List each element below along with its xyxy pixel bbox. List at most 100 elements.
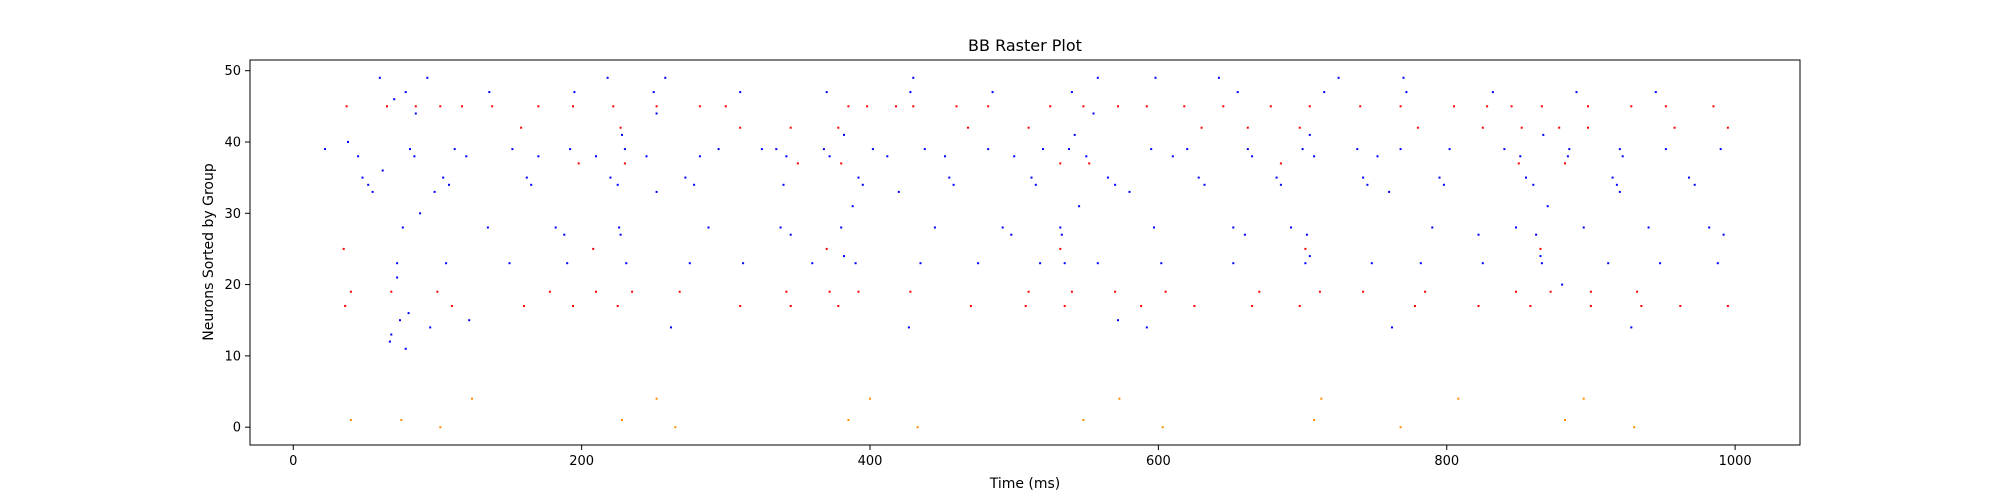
spike-point [717, 148, 720, 151]
spike-point [1070, 290, 1073, 293]
x-tick-label: 600 [1146, 454, 1171, 469]
spike-point [857, 176, 860, 179]
spike-point [625, 262, 628, 265]
spike-point [742, 262, 745, 265]
spike-point [1013, 155, 1016, 158]
spike-point [345, 105, 348, 108]
spike-point [1540, 262, 1543, 265]
spike-point [1431, 226, 1434, 229]
spike-point [1388, 190, 1391, 193]
spike-point [1481, 262, 1484, 265]
spike-point [785, 290, 788, 293]
spike-point [1589, 290, 1592, 293]
spike-point [707, 226, 710, 229]
spike-point [1558, 126, 1561, 129]
spike-point [822, 148, 825, 151]
spike-point [1633, 426, 1636, 429]
spike-point [1399, 105, 1402, 108]
spike-point [1222, 105, 1225, 108]
spike-point [409, 148, 411, 151]
spike-point [1034, 183, 1037, 186]
spike-point [1161, 426, 1164, 429]
spike-point [796, 162, 799, 165]
spike-point [1313, 155, 1316, 158]
spike-point [468, 319, 471, 322]
spike-point [1607, 262, 1610, 265]
spike-point [871, 148, 874, 151]
spike-point [390, 290, 393, 293]
spike-point [1549, 290, 1552, 293]
spike-point [1712, 105, 1715, 108]
spike-point [1088, 162, 1091, 165]
spike-point [1673, 126, 1676, 129]
spike-point [1251, 155, 1254, 158]
spike-point [1114, 290, 1117, 293]
spike-point [1059, 226, 1062, 229]
spike-point [1068, 148, 1070, 151]
spike-point [843, 255, 845, 258]
spike-point [739, 126, 742, 129]
x-tick-label: 0 [289, 454, 297, 469]
y-tick-label: 20 [224, 278, 241, 293]
spike-point [1114, 183, 1117, 186]
spike-point [508, 262, 511, 265]
spike-point [1370, 262, 1373, 265]
x-tick-label: 400 [858, 454, 883, 469]
spike-point [789, 126, 792, 129]
spike-point [1519, 155, 1522, 158]
spike-point [1232, 226, 1235, 229]
x-tick-label: 1000 [1719, 454, 1752, 469]
spike-point [388, 340, 391, 343]
spike-point [886, 155, 889, 158]
spike-point [1716, 262, 1719, 265]
spike-point [847, 419, 850, 421]
spike-point [1391, 326, 1393, 329]
spike-point [1304, 262, 1307, 265]
spike-point [825, 247, 828, 250]
spike-point [782, 183, 785, 186]
spike-point [1049, 105, 1052, 108]
spike-point [1027, 126, 1030, 129]
spike-point [1356, 148, 1359, 151]
spike-point [1246, 148, 1249, 151]
spike-point [645, 155, 648, 158]
spike-point [664, 76, 667, 79]
spike-point [869, 397, 871, 400]
spike-point [1145, 105, 1148, 108]
spike-marks [324, 76, 1729, 429]
spike-point [1030, 176, 1033, 179]
spike-point [1128, 190, 1131, 193]
spike-point [1618, 190, 1621, 193]
spike-point [429, 326, 432, 329]
spike-point [486, 226, 489, 229]
spike-point [523, 305, 525, 307]
spike-point [520, 126, 523, 129]
spike-point [1525, 176, 1527, 179]
spike-point [1063, 262, 1066, 265]
spike-point [1308, 255, 1311, 258]
spike-point [955, 105, 958, 108]
spike-point [828, 155, 831, 158]
spike-point [606, 76, 609, 79]
spike-point [674, 426, 677, 429]
spike-point [837, 305, 840, 307]
y-axis: 0 10 20 30 40 50 [224, 64, 250, 436]
spike-point [1305, 233, 1308, 236]
spike-point [1611, 176, 1614, 179]
spike-point [1078, 205, 1081, 208]
spike-point [1654, 91, 1657, 94]
spike-point [1200, 126, 1203, 129]
spike-point [678, 290, 681, 293]
spike-point [1362, 290, 1365, 293]
spike-point [1150, 148, 1153, 151]
spike-point [739, 305, 742, 307]
spike-point [419, 212, 422, 215]
spike-point [1438, 176, 1441, 179]
spike-point [1414, 305, 1416, 307]
spike-point [1154, 76, 1157, 79]
spike-point [1582, 226, 1585, 229]
spike-point [381, 169, 384, 172]
spike-point [854, 262, 857, 265]
spike-point [396, 276, 399, 279]
